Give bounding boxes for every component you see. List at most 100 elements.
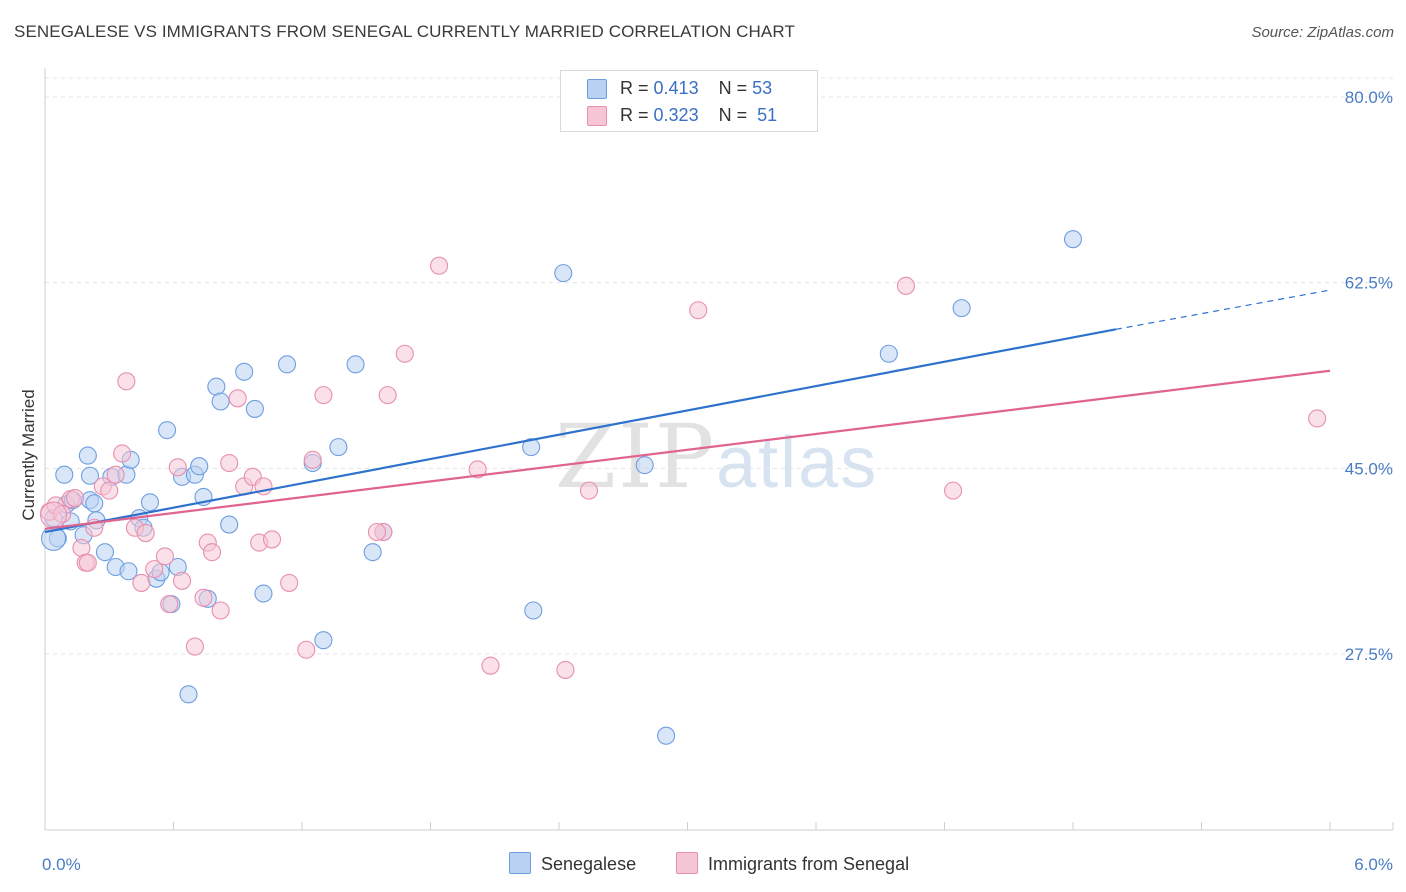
chart-title: SENEGALESE VS IMMIGRANTS FROM SENEGAL CU… — [14, 22, 795, 41]
immigrants-point — [117, 372, 136, 391]
senegalese-point — [1063, 230, 1083, 249]
legend-n-value: 53 — [752, 78, 773, 98]
legend-r-value: 0.323 — [653, 105, 699, 125]
senegalese-point — [85, 494, 104, 513]
immigrants-point — [262, 530, 282, 549]
senegalese-point — [95, 543, 115, 562]
bottom-legend-swatch-immigrants — [676, 852, 698, 874]
legend-swatch-immigrants — [587, 106, 607, 126]
legend-r-label: R = — [620, 78, 649, 98]
senegalese-trend-extension — [1115, 289, 1331, 330]
immigrants-point — [113, 444, 132, 463]
senegalese-point — [657, 726, 676, 745]
senegalese-point — [329, 438, 348, 457]
immigrants-point — [228, 389, 247, 408]
immigrants-trend-line — [44, 369, 1331, 530]
immigrants-point — [78, 553, 97, 572]
axes — [44, 68, 1394, 831]
x-tick-label-start: 0.0% — [42, 855, 81, 874]
immigrants-point — [211, 601, 230, 620]
immigrants-point — [314, 386, 333, 405]
immigrants-point — [944, 481, 963, 500]
senegalese-point — [80, 466, 100, 485]
senegalese-point — [314, 631, 333, 650]
bottom-legend-label: Immigrants from Senegal — [708, 854, 910, 874]
immigrants-point — [395, 344, 414, 363]
senegalese-point — [158, 421, 177, 440]
senegalese-point — [220, 515, 239, 534]
legend-r-value: 0.413 — [653, 78, 699, 98]
immigrants-point — [145, 560, 164, 579]
immigrants-point — [378, 386, 397, 405]
bottom-legend-senegalese: Senegalese — [509, 852, 636, 875]
senegalese-point — [522, 438, 541, 457]
x-tick-label-end: 6.0% — [1354, 855, 1393, 874]
immigrants-point — [579, 481, 599, 500]
immigrants-point — [100, 481, 119, 500]
immigrants-points — [40, 256, 1327, 679]
legend-n-value: 51 — [757, 105, 778, 125]
senegalese-point — [235, 362, 254, 381]
immigrants-point — [481, 656, 500, 675]
immigrants-point — [1308, 409, 1327, 428]
immigrants-point — [132, 573, 151, 592]
immigrants-point — [367, 522, 387, 542]
bottom-legend-label: Senegalese — [541, 854, 637, 874]
legend-n-label: N = — [718, 78, 748, 98]
immigrants-point — [160, 595, 179, 614]
source-credit: Source: ZipAtlas.com — [1251, 24, 1394, 41]
y-tick-label: 45.0% — [1345, 459, 1393, 478]
bottom-legend-swatch-senegalese — [509, 852, 531, 874]
immigrants-point — [468, 460, 487, 479]
immigrants-point — [556, 660, 575, 679]
immigrants-point — [185, 637, 204, 656]
tick-labels: 80.0% 62.5% 45.0% 27.5% 0.0% 6.0% Currently Ma… — [19, 88, 1393, 874]
immigrants-point — [168, 458, 187, 477]
legend: R = 0.413 N = 53 R = 0.323 N = 51 — [560, 70, 818, 132]
immigrants-point — [155, 547, 174, 566]
immigrants-point — [297, 640, 316, 659]
immigrants-point — [40, 501, 68, 529]
trend-lines — [44, 289, 1331, 534]
y-tick-label: 62.5% — [1345, 274, 1393, 293]
immigrants-point — [106, 465, 125, 484]
senegalese-point — [245, 399, 264, 418]
legend-r-label: R = — [620, 105, 649, 125]
immigrants-point — [203, 543, 222, 562]
immigrants-point — [303, 450, 322, 469]
senegalese-point — [879, 344, 898, 363]
y-axis-label: Currently Married — [19, 389, 38, 520]
immigrants-point — [194, 588, 213, 607]
immigrants-point — [689, 301, 708, 320]
bottom-legend-immigrants: Immigrants from Senegal — [676, 852, 909, 875]
senegalese-point — [140, 493, 159, 512]
senegalese-point — [635, 456, 654, 475]
legend-n-label: N = — [718, 105, 748, 125]
senegalese-point — [554, 264, 573, 283]
immigrants-point — [280, 573, 299, 592]
senegalese-point — [190, 457, 209, 476]
immigrants-point — [430, 256, 449, 275]
y-tick-label: 80.0% — [1345, 88, 1393, 107]
senegalese-point — [78, 446, 97, 465]
senegalese-point — [179, 685, 198, 704]
immigrants-point — [896, 276, 916, 295]
legend-swatch-senegalese — [587, 79, 607, 99]
senegalese-point — [55, 465, 74, 484]
senegalese-point — [254, 584, 273, 603]
senegalese-point — [211, 392, 230, 411]
senegalese-point — [277, 355, 297, 374]
senegalese-point — [346, 355, 365, 374]
senegalese-point — [363, 543, 382, 562]
senegalese-trend-line — [44, 328, 1117, 534]
y-tick-label: 27.5% — [1345, 645, 1393, 664]
senegalese-point — [952, 299, 971, 318]
immigrants-point — [65, 488, 85, 508]
immigrants-point — [220, 453, 239, 473]
immigrants-point — [136, 524, 155, 543]
senegalese-point — [207, 377, 226, 396]
senegalese-point — [524, 601, 543, 620]
senegalese-point — [119, 562, 138, 581]
immigrants-point — [173, 571, 192, 590]
